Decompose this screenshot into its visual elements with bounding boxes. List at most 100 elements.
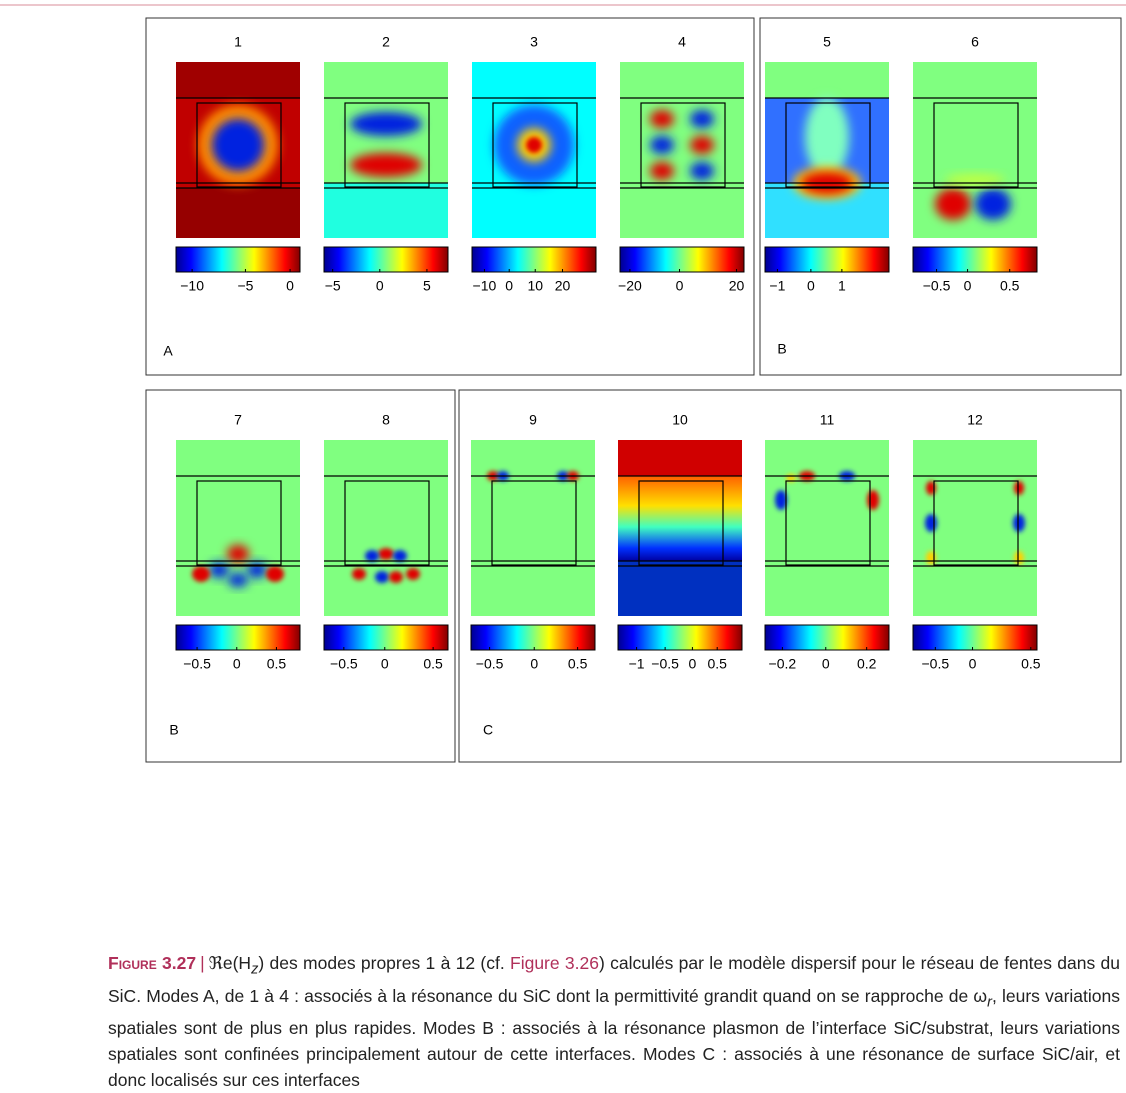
page: A B B C 1 −10 −5 0 2 −5 0 5 3 −10 0 10 20 4 −20 0 20 5 −1 0…	[0, 4, 1126, 1090]
colorbar-tick-label: −0.2	[769, 656, 797, 672]
field-lobe	[393, 550, 407, 562]
colorbar-tick-label: 0	[286, 278, 294, 294]
field-lobe	[378, 548, 394, 560]
colorbar-tick-label: 0.5	[423, 656, 443, 672]
field-lobe	[805, 97, 849, 177]
colorbar	[470, 624, 596, 651]
group-box	[458, 389, 1122, 763]
structure-slit	[933, 102, 1019, 188]
structure-slit	[785, 480, 871, 566]
colorbar	[764, 624, 890, 651]
structure-slit	[785, 102, 871, 188]
colorbar-tick-label: −0.5	[183, 656, 211, 672]
colorbar	[471, 246, 597, 273]
panel-title: 8	[382, 412, 390, 428]
colorbar-tick-label: −1	[769, 278, 785, 294]
field-band	[618, 440, 742, 476]
group-label: B	[169, 722, 178, 738]
colorbar	[175, 624, 301, 651]
colorbar-tick-label: 0.5	[1021, 656, 1041, 672]
caption-link[interactable]: Figure 3.26	[510, 953, 599, 973]
field-lobe	[1014, 481, 1024, 495]
structure-slit	[491, 480, 577, 566]
colorbar-tick-label: 20	[555, 278, 571, 294]
colorbar-tick-label: −5	[325, 278, 341, 294]
field-lobe	[365, 550, 379, 562]
structure-slit	[640, 102, 726, 188]
colorbar-tick-label: −20	[618, 278, 642, 294]
field-lobe	[350, 153, 422, 177]
panel-title: 11	[820, 412, 835, 428]
field-lobe	[650, 110, 674, 128]
field-lobe	[212, 119, 264, 171]
colorbar-tick-label: 0.5	[707, 656, 727, 672]
colorbar	[764, 246, 890, 273]
caption-separator: |	[200, 953, 205, 973]
structure-slit	[344, 480, 430, 566]
panel-title: 9	[529, 412, 537, 428]
panel-title: 1	[234, 34, 242, 50]
field-band	[618, 561, 742, 616]
colorbar-tick-label: 1	[838, 278, 846, 294]
colorbar-tick-label: 0	[822, 656, 830, 672]
caption-text: ) des modes propres 1 à 12 (cf.	[258, 953, 511, 973]
panel-title: 5	[823, 34, 831, 50]
colorbar-tick-label: −0.5	[330, 656, 358, 672]
colorbar	[912, 624, 1038, 651]
group-box	[145, 17, 755, 376]
caption-sub: z	[251, 961, 259, 978]
panel-title: 4	[678, 34, 686, 50]
colorbar-tick-label: 0	[964, 278, 972, 294]
colorbar-tick-label: 0	[233, 656, 241, 672]
colorbar-tick-label: −5	[237, 278, 253, 294]
colorbar-tick-label: 0.2	[857, 656, 877, 672]
field-lobe	[266, 566, 284, 582]
field-band	[765, 62, 889, 98]
caption-sub: r	[987, 994, 992, 1010]
colorbar	[175, 246, 301, 273]
colorbar-tick-label: 5	[423, 278, 431, 294]
panel-title: 3	[530, 34, 538, 50]
group-box	[145, 389, 456, 763]
colorbar-tick-label: 0	[376, 278, 384, 294]
field-lobe	[389, 571, 403, 583]
colorbar-tick-label: 0	[807, 278, 815, 294]
field-map	[913, 440, 1037, 616]
field-lobe	[935, 188, 971, 220]
colorbar-tick-label: 20	[729, 278, 745, 294]
group-label: B	[777, 341, 786, 357]
colorbar	[619, 246, 745, 273]
field-lobe	[690, 162, 714, 180]
field-lobe	[690, 136, 714, 154]
field-band	[324, 183, 448, 238]
colorbar-tick-label: 0	[505, 278, 513, 294]
field-band	[176, 62, 300, 98]
field-lobe	[350, 112, 422, 136]
field-lobe	[375, 571, 389, 583]
field-lobe	[925, 514, 937, 532]
field-lobe	[1014, 551, 1024, 565]
structure-slit	[492, 102, 578, 188]
colorbar	[323, 624, 449, 651]
field-lobe	[690, 110, 714, 128]
panel-title: 12	[967, 412, 983, 428]
field-lobe	[526, 137, 542, 153]
field-lobe	[227, 545, 249, 563]
field-lobe	[945, 174, 1005, 186]
colorbar-tick-label: −0.5	[476, 656, 504, 672]
field-lobe	[775, 490, 787, 510]
structure-slit	[344, 102, 430, 188]
colorbar-tick-label: 0.5	[1000, 278, 1020, 294]
colorbar-tick-label: 0	[676, 278, 684, 294]
figure: A B B C 1−10 −5 02−5 0 53−10 0 10 204−20 0 205−1 0…	[0, 4, 1126, 763]
field-lobe	[1013, 514, 1025, 532]
colorbar-tick-label: 0	[381, 656, 389, 672]
field-lobe	[352, 568, 366, 580]
field-lobe	[975, 188, 1011, 220]
panel-title: 7	[234, 412, 242, 428]
panel-title: 6	[971, 34, 979, 50]
group-box	[759, 17, 1122, 376]
structure-slit	[638, 480, 724, 566]
group-label: A	[163, 343, 173, 359]
colorbar	[617, 624, 743, 651]
